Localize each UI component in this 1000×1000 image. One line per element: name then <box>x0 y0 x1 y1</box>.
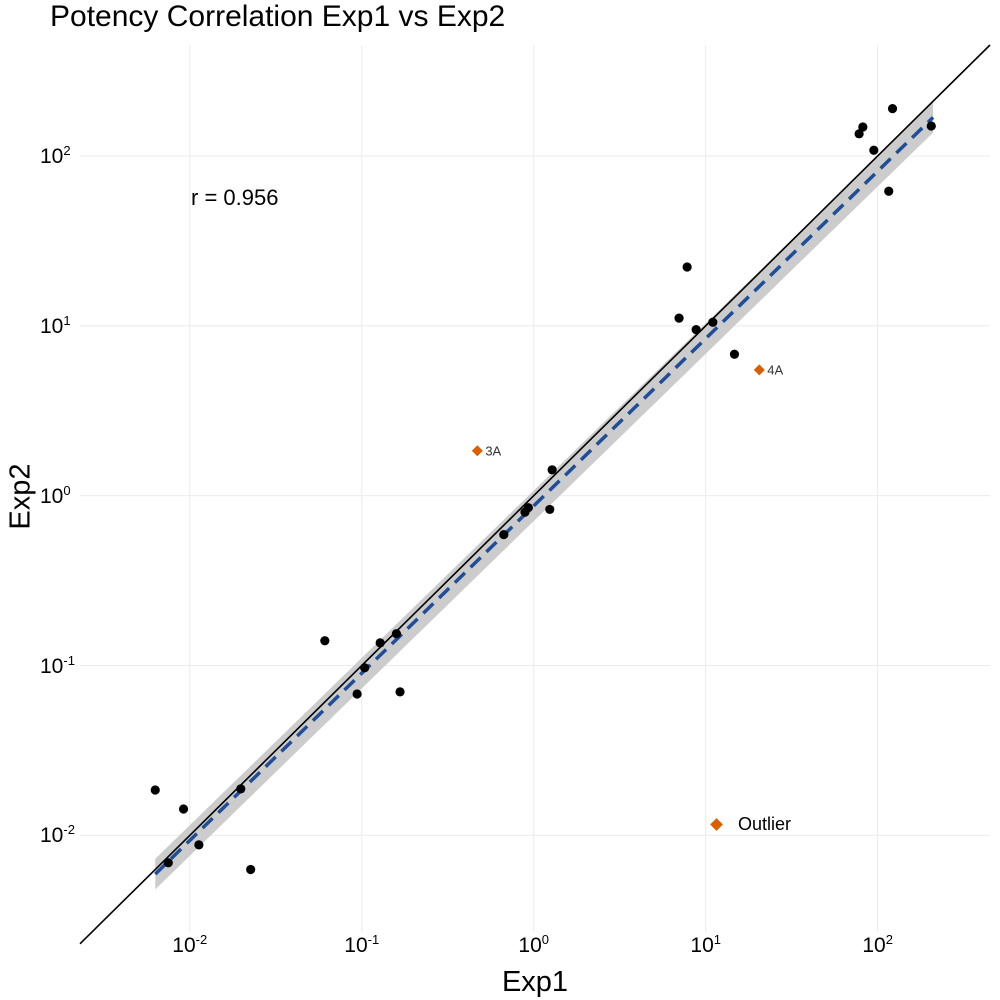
data-point <box>887 104 898 114</box>
fit-line-path <box>154 116 935 876</box>
data-point <box>194 840 204 850</box>
data-points <box>150 104 936 875</box>
outlier-point-label: 4A <box>767 362 784 378</box>
x-axis-title: Exp1 <box>501 966 569 998</box>
identity-line <box>79 44 991 945</box>
data-point <box>395 687 405 697</box>
legend: Outlier <box>710 814 792 835</box>
y-axis-title: Exp2 <box>4 463 37 530</box>
data-point <box>163 858 173 868</box>
data-point <box>708 317 718 327</box>
data-point <box>391 629 401 639</box>
grid-lines <box>80 45 990 932</box>
data-point <box>236 784 246 794</box>
fit-confidence-band <box>155 102 934 890</box>
data-point <box>375 638 385 648</box>
y-tick-label: 100 <box>40 482 71 508</box>
data-point <box>858 122 868 132</box>
data-point <box>545 504 555 515</box>
y-tick-label: 10-2 <box>40 822 75 848</box>
data-point <box>523 503 533 513</box>
y-tick-label: 10-1 <box>40 652 75 678</box>
data-point <box>178 804 189 814</box>
correlation-annotation: r = 0.956 <box>191 185 279 210</box>
data-point <box>729 349 740 359</box>
outlier-point-label: 3A <box>485 443 502 459</box>
legend-diamond-icon <box>710 818 723 831</box>
data-point <box>499 530 509 540</box>
data-point <box>674 313 684 323</box>
x-tick-label: 102 <box>862 932 893 957</box>
data-point <box>547 465 557 475</box>
outlier-points <box>471 364 765 457</box>
data-point <box>352 689 362 699</box>
data-point <box>360 663 370 673</box>
data-point <box>884 186 894 196</box>
outlier-point <box>753 364 765 376</box>
confidence-band <box>155 102 934 890</box>
data-point <box>246 864 256 875</box>
data-point <box>682 262 692 272</box>
data-point <box>854 129 864 139</box>
data-point <box>320 636 330 646</box>
data-point <box>691 325 701 335</box>
data-point <box>926 121 936 131</box>
data-point <box>869 145 879 155</box>
outlier-point <box>471 445 483 457</box>
data-point <box>150 785 160 795</box>
fit-line <box>154 116 935 876</box>
x-tick-label: 10-2 <box>172 932 208 957</box>
identity-line-path <box>79 44 991 945</box>
x-tick-label: 100 <box>518 932 549 957</box>
legend-label: Outlier <box>738 814 792 834</box>
x-tick-label: 10-1 <box>344 932 380 957</box>
y-tick-label: 102 <box>40 142 71 168</box>
x-tick-label: 101 <box>690 932 721 957</box>
chart-title: Potency Correlation Exp1 vs Exp2 <box>50 0 506 33</box>
y-tick-label: 101 <box>40 312 71 338</box>
